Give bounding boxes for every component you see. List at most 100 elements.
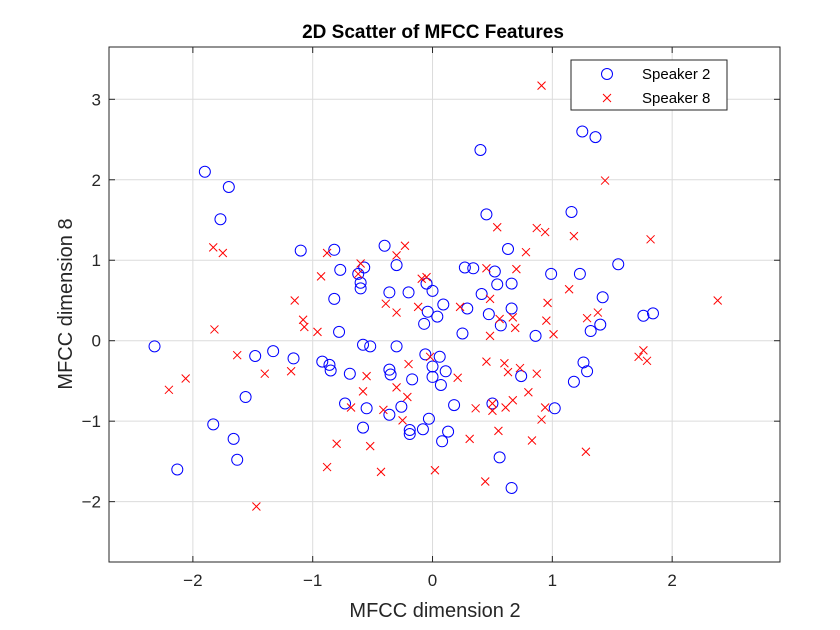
point-speaker-2 [437,298,450,311]
point-speaker-8 [488,406,497,416]
y-tick-label: 0 [92,332,101,351]
point-speaker-8 [543,298,552,308]
point-speaker-8 [537,81,546,90]
point-speaker-8 [540,403,550,412]
point-speaker-2 [515,370,528,383]
point-speaker-2 [589,131,602,144]
point-speaker-8 [527,436,537,445]
point-speaker-2 [426,370,439,383]
point-speaker-8 [376,467,386,477]
point-speaker-8 [492,222,502,232]
point-speaker-2 [352,267,365,280]
point-speaker-2 [436,435,449,448]
point-speaker-2 [637,309,650,322]
point-speaker-2 [418,317,431,330]
point-speaker-8 [286,366,296,376]
point-speaker-8 [404,359,413,369]
axes-box [108,46,781,563]
point-speaker-2 [467,262,480,275]
point-speaker-2 [502,242,515,255]
point-speaker-8 [430,465,440,475]
point-speaker-2 [354,282,367,295]
point-speaker-8 [485,331,495,341]
point-speaker-2 [612,258,625,271]
point-speaker-2 [231,453,244,466]
point-speaker-2 [448,399,461,412]
point-speaker-8 [322,248,332,258]
legend: Speaker 2 Speaker 8 [570,59,728,111]
point-speaker-8 [494,426,503,436]
point-speaker-2 [328,292,341,305]
point-speaker-8 [313,327,322,337]
point-speaker-2 [198,165,211,178]
point-speaker-2 [433,350,446,363]
chart-title: 2D Scatter of MFCC Features [302,22,564,43]
point-speaker-2 [249,350,262,362]
point-speaker-8 [322,462,332,472]
point-speaker-8 [455,302,465,312]
point-speaker-8 [485,294,495,304]
y-tick-label: −1 [82,412,101,431]
point-speaker-8 [524,387,533,397]
point-speaker-8 [532,369,542,379]
point-speaker-8 [392,383,401,392]
point-speaker-2 [360,402,373,415]
point-speaker-8 [465,434,475,444]
point-speaker-2 [581,365,594,378]
point-speaker-2 [267,345,280,358]
point-speaker-8 [453,373,463,383]
point-speaker-2 [287,352,300,365]
point-speaker-2 [421,305,434,318]
point-speaker-2 [390,259,403,272]
point-speaker-8 [646,234,655,244]
y-axis-label: MFCC dimension 8 [55,218,77,389]
x-tick-label: −2 [183,571,202,590]
y-tick-label: 2 [92,171,101,190]
point-speaker-2 [426,360,439,373]
point-speaker-8 [549,329,558,339]
point-speaker-8 [365,441,375,451]
point-speaker-8 [298,315,308,325]
point-speaker-2 [316,355,329,368]
tick-marks [109,47,780,562]
point-speaker-8 [392,308,401,317]
point-speaker-2 [383,286,396,299]
point-speaker-8 [488,399,497,408]
point-speaker-2 [584,325,597,338]
point-speaker-8 [252,502,261,511]
point-speaker-2 [576,125,589,138]
legend-label-speaker-2: Speaker 2 [642,66,710,83]
point-speaker-8 [398,416,407,425]
point-speaker-2 [171,463,184,476]
point-speaker-2 [431,310,444,323]
point-speaker-2 [294,244,307,257]
point-speaker-2 [505,277,518,290]
legend-box [570,59,728,111]
point-speaker-8 [332,439,342,449]
legend-label-speaker-8: Speaker 8 [642,90,710,107]
point-speaker-2 [419,348,432,361]
point-speaker-8 [362,371,371,381]
point-speaker-2 [383,408,396,421]
point-speaker-8 [403,392,412,402]
point-speaker-2 [357,421,370,434]
point-speaker-8 [210,325,219,334]
point-speaker-2 [222,181,235,194]
point-speaker-2 [324,364,337,377]
point-speaker-2 [334,263,347,276]
point-speaker-2 [505,481,518,494]
point-speaker-8 [639,346,648,355]
point-speaker-8 [208,243,218,252]
point-speaker-2 [406,373,419,386]
point-speaker-8 [508,395,518,405]
point-speaker-8 [537,415,546,424]
point-speaker-8 [422,272,431,282]
point-speaker-8 [501,403,510,412]
point-speaker-2 [529,329,542,342]
tick-labels: −2 −1 0 1 2 −2 −1 0 1 2 3 [82,90,677,590]
point-speaker-8 [593,308,603,317]
point-speaker-2 [596,291,609,304]
point-speaker-8 [482,263,491,273]
legend-marker-speaker-8 [602,93,612,103]
